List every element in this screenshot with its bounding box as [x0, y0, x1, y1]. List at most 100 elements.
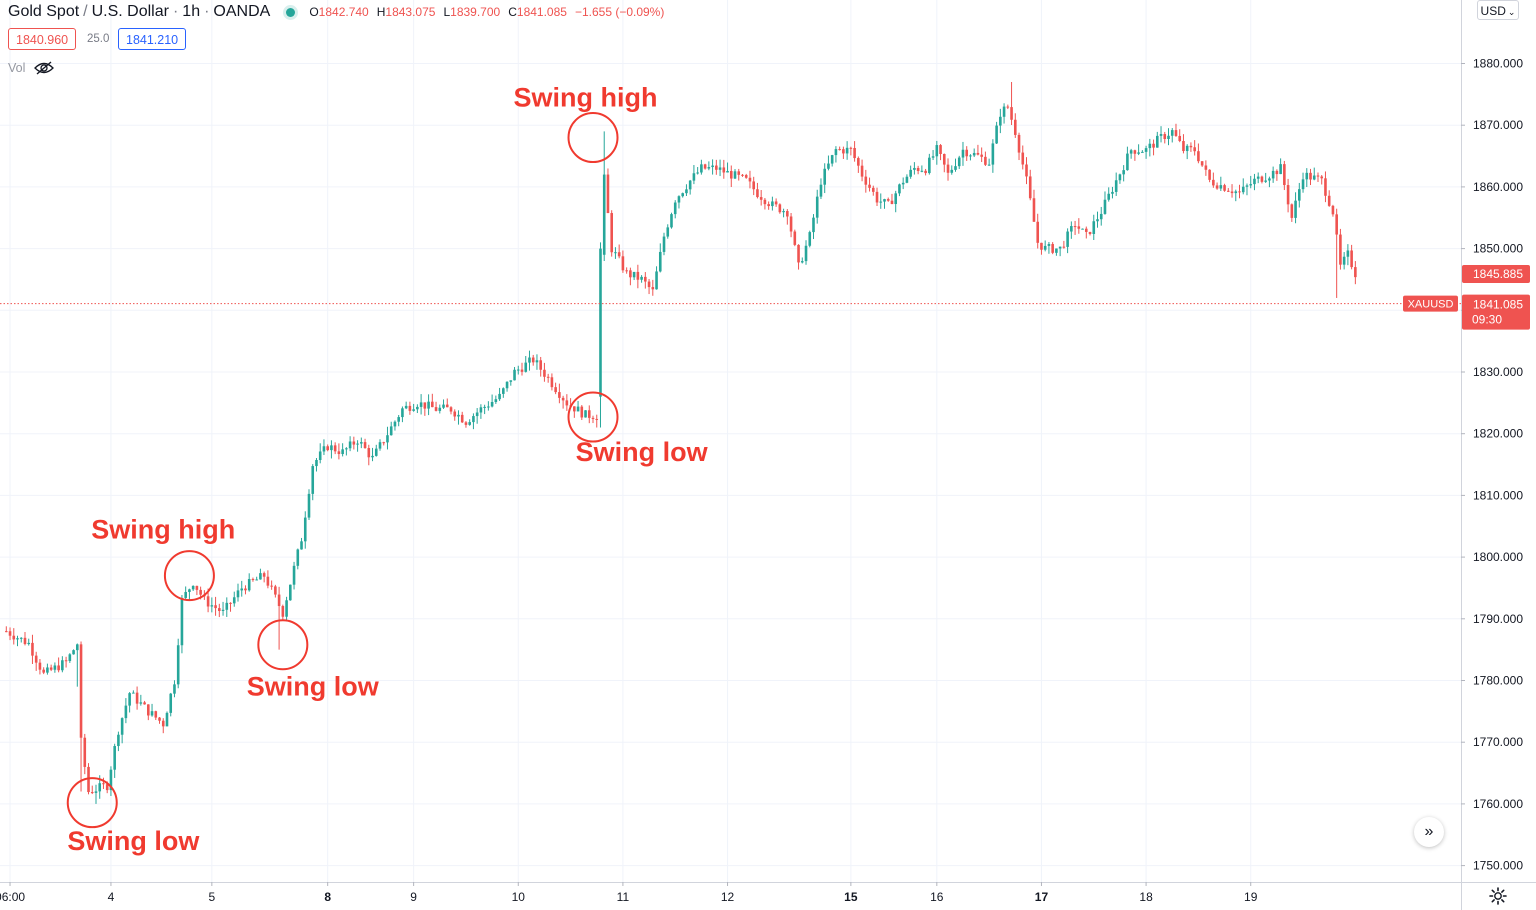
candle	[1312, 167, 1316, 181]
currency-button[interactable]: USD ⌄	[1477, 0, 1519, 20]
symbol-name[interactable]: Gold Spot	[8, 3, 80, 20]
candle	[445, 398, 449, 408]
swing-annotation: Swing low	[66, 777, 200, 856]
swing-annotation: Swing high	[514, 82, 658, 164]
candle-body	[460, 414, 464, 423]
candle-body	[886, 199, 890, 201]
candle	[961, 141, 965, 166]
candle-body	[94, 791, 98, 793]
candle	[539, 356, 542, 377]
candle	[987, 158, 991, 166]
candle	[487, 401, 490, 411]
candle-body	[472, 416, 475, 423]
candle	[793, 229, 797, 247]
candle-body	[819, 184, 823, 197]
candle	[1182, 134, 1185, 154]
time-axis[interactable]: 06:00 4 5 8 9 10 11 12 15 16 17 18 19	[0, 882, 1536, 904]
candle-body	[1159, 134, 1163, 136]
candle	[875, 187, 879, 207]
candle	[640, 275, 643, 283]
candle	[909, 165, 912, 179]
candle-body	[729, 170, 733, 179]
candle	[535, 354, 539, 370]
candle	[857, 156, 860, 173]
candle-body	[961, 149, 965, 158]
candle	[218, 603, 221, 618]
price-change: −1.655 (−0.09%)	[574, 5, 665, 19]
current-price-line: XAUUSD	[0, 295, 1461, 312]
candle-body	[16, 638, 19, 640]
candle	[1084, 226, 1088, 239]
candle-body	[1017, 134, 1021, 153]
candle-body	[531, 357, 535, 363]
x-tick-label: 9	[410, 890, 417, 904]
candle	[677, 195, 681, 209]
candle	[995, 121, 998, 145]
candle	[1163, 131, 1167, 144]
candle	[374, 444, 378, 457]
candle	[1268, 176, 1271, 188]
scroll-to-realtime-button[interactable]: »	[1414, 817, 1444, 847]
candle	[1294, 192, 1297, 224]
candle	[460, 411, 464, 424]
candle-body	[1324, 178, 1327, 196]
eye-crossed-icon[interactable]	[33, 60, 55, 76]
swing-annotation: Swing low	[247, 619, 380, 702]
interval[interactable]: 1h	[182, 3, 201, 20]
candle-body	[285, 600, 288, 617]
candle-body	[580, 406, 584, 418]
candle-body	[1047, 244, 1051, 246]
candle-body	[1155, 135, 1159, 148]
current-price-label: 1841.085	[1473, 298, 1523, 312]
candle	[1219, 176, 1223, 192]
candle-body	[834, 149, 838, 156]
candle	[363, 438, 367, 449]
candle-body	[913, 167, 916, 170]
candle-body	[1305, 172, 1309, 180]
candle	[741, 173, 744, 177]
candle	[1040, 242, 1043, 255]
candle-body	[999, 116, 1002, 126]
candle-body	[61, 660, 64, 671]
candle-body	[292, 565, 296, 585]
volume-indicator[interactable]: Vol	[8, 60, 55, 76]
candle	[23, 632, 27, 646]
swing-circle	[257, 619, 309, 671]
swing-label: Swing low	[67, 826, 200, 856]
gear-icon[interactable]	[1488, 886, 1508, 906]
candle	[1152, 139, 1155, 156]
candle-body	[666, 227, 670, 237]
y-tick-label: 1870.000	[1473, 118, 1523, 132]
candle	[632, 271, 636, 281]
price-axis[interactable]: 1750.000 1760.000 1770.000 1780.000 1790.000…	[1461, 0, 1536, 910]
candle	[1346, 244, 1350, 266]
candle-body	[445, 404, 449, 408]
candle	[251, 577, 255, 582]
candle-body	[76, 644, 79, 651]
candle	[879, 193, 883, 209]
candle-body	[875, 191, 879, 203]
candle	[120, 717, 124, 744]
candle	[1305, 168, 1309, 188]
candle-body	[326, 446, 329, 451]
candle-body	[1163, 134, 1167, 140]
ask-price-button[interactable]: 1841.210	[118, 28, 187, 50]
bid-price-button[interactable]: 1840.960	[8, 28, 77, 50]
candle	[255, 576, 258, 581]
candle	[554, 382, 557, 395]
candle-body	[1006, 106, 1010, 108]
candle	[1099, 206, 1103, 226]
candle-body	[920, 170, 924, 172]
candle-body	[1215, 185, 1219, 189]
candle	[573, 406, 576, 418]
candle-body	[363, 442, 367, 449]
candle	[315, 458, 318, 472]
candle	[834, 146, 838, 163]
candle	[1234, 189, 1238, 202]
candle-body	[550, 377, 554, 388]
candle	[1320, 175, 1324, 185]
x-tick-label: 5	[208, 890, 215, 904]
candle-body	[1271, 170, 1275, 179]
